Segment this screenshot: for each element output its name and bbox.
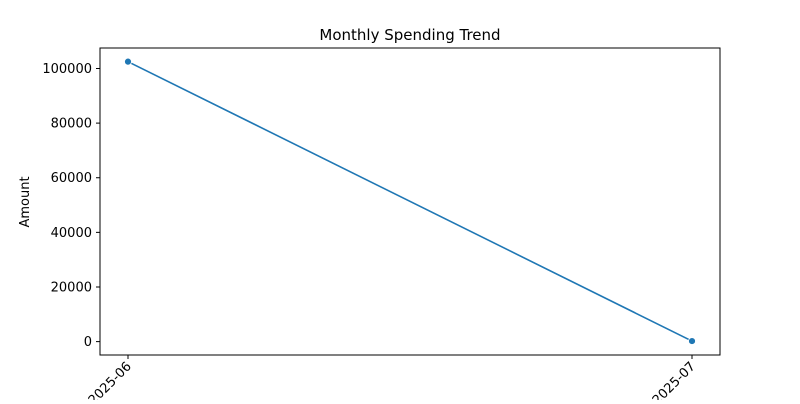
data-point (124, 57, 132, 66)
series-line (127, 60, 693, 342)
data-point (688, 337, 696, 345)
y-tick-label: 100000 (42, 62, 92, 77)
y-tick-label: 80000 (51, 117, 92, 132)
plot-area (124, 57, 696, 345)
y-tick-label: 0 (84, 335, 92, 350)
chart-title: Monthly Spending Trend (319, 26, 500, 44)
y-tick-label: 60000 (51, 171, 92, 186)
plot-frame (99, 47, 721, 356)
y-tick-label: 40000 (51, 226, 92, 241)
y-axis-label: Amount (18, 176, 33, 227)
y-tick-label: 20000 (51, 280, 92, 295)
